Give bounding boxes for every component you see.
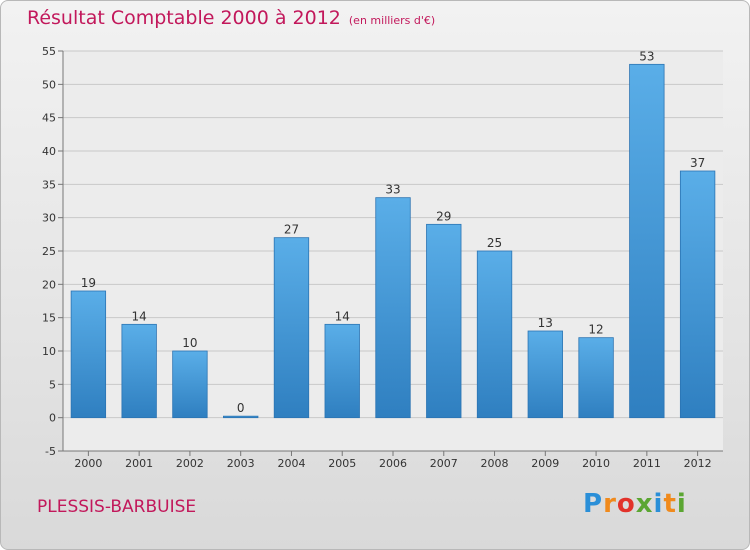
x-tick-label: 2002 — [176, 457, 204, 470]
x-tick-label: 2004 — [277, 457, 305, 470]
bar-value-label: 19 — [81, 276, 96, 290]
y-tick-label: -5 — [45, 445, 56, 458]
y-tick-label: 30 — [42, 212, 56, 225]
y-tick-label: 20 — [42, 278, 56, 291]
y-tick-label: 40 — [42, 145, 56, 158]
x-tick-label: 2009 — [531, 457, 559, 470]
bar-value-label: 14 — [132, 309, 147, 323]
bar — [476, 250, 513, 419]
bar-value-label: 0 — [237, 401, 245, 415]
bar — [375, 197, 411, 419]
x-tick-label: 2006 — [379, 457, 407, 470]
bar-value-label: 53 — [639, 49, 654, 63]
logo-letter: o — [616, 489, 636, 519]
chart-subtitle: (en milliers d'€) — [348, 14, 436, 27]
bar — [324, 323, 360, 419]
bar — [70, 290, 107, 419]
bar — [172, 350, 208, 419]
y-tick-label: 35 — [42, 178, 56, 191]
logo-letter: t — [663, 489, 677, 519]
bar-value-label: 13 — [538, 316, 553, 330]
proxiti-logo: Proxiti — [583, 489, 687, 519]
y-tick-label: 0 — [49, 412, 56, 425]
x-tick-label: 2008 — [481, 457, 509, 470]
logo-letter: r — [603, 489, 617, 519]
y-tick-label: 15 — [42, 312, 56, 325]
logo-letter: i — [653, 489, 664, 519]
y-tick-label: 55 — [42, 45, 56, 58]
bar — [426, 223, 462, 419]
logo-letter: P — [583, 489, 604, 519]
y-tick-label: 25 — [42, 245, 56, 258]
bar-value-label: 27 — [284, 223, 299, 237]
x-tick-label: 2005 — [328, 457, 356, 470]
bar-value-label: 14 — [335, 309, 350, 323]
y-tick-label: 10 — [42, 345, 56, 358]
place-name: PLESSIS-BARBUISE — [37, 497, 197, 517]
bar — [679, 170, 716, 419]
chart-title-block: Résultat Comptable 2000 à 2012 (en millie… — [27, 7, 435, 29]
bar-value-label: 33 — [385, 183, 400, 197]
x-tick-label: 2003 — [227, 457, 255, 470]
y-tick-label: 50 — [42, 78, 56, 91]
x-tick-label: 2000 — [74, 457, 102, 470]
x-tick-label: 2011 — [633, 457, 661, 470]
y-tick-label: 45 — [42, 112, 56, 125]
bar — [121, 323, 157, 419]
logo-letter: x — [635, 489, 654, 519]
bar — [273, 237, 310, 419]
x-tick-label: 2012 — [684, 457, 712, 470]
bar-value-label: 29 — [436, 209, 451, 223]
logo-letter: i — [676, 489, 687, 519]
bar — [578, 337, 614, 419]
bar-value-label: 12 — [588, 323, 603, 337]
x-tick-label: 2007 — [430, 457, 458, 470]
y-tick-label: 5 — [49, 378, 56, 391]
bar — [527, 330, 563, 419]
bar-value-label: 25 — [487, 236, 502, 250]
bar — [223, 415, 259, 419]
bar — [629, 63, 665, 419]
x-tick-label: 2010 — [582, 457, 610, 470]
bar-value-label: 37 — [690, 156, 705, 170]
chart-title: Résultat Comptable 2000 à 2012 — [27, 7, 341, 29]
x-tick-label: 2001 — [125, 457, 153, 470]
bar-value-label: 10 — [182, 336, 197, 350]
